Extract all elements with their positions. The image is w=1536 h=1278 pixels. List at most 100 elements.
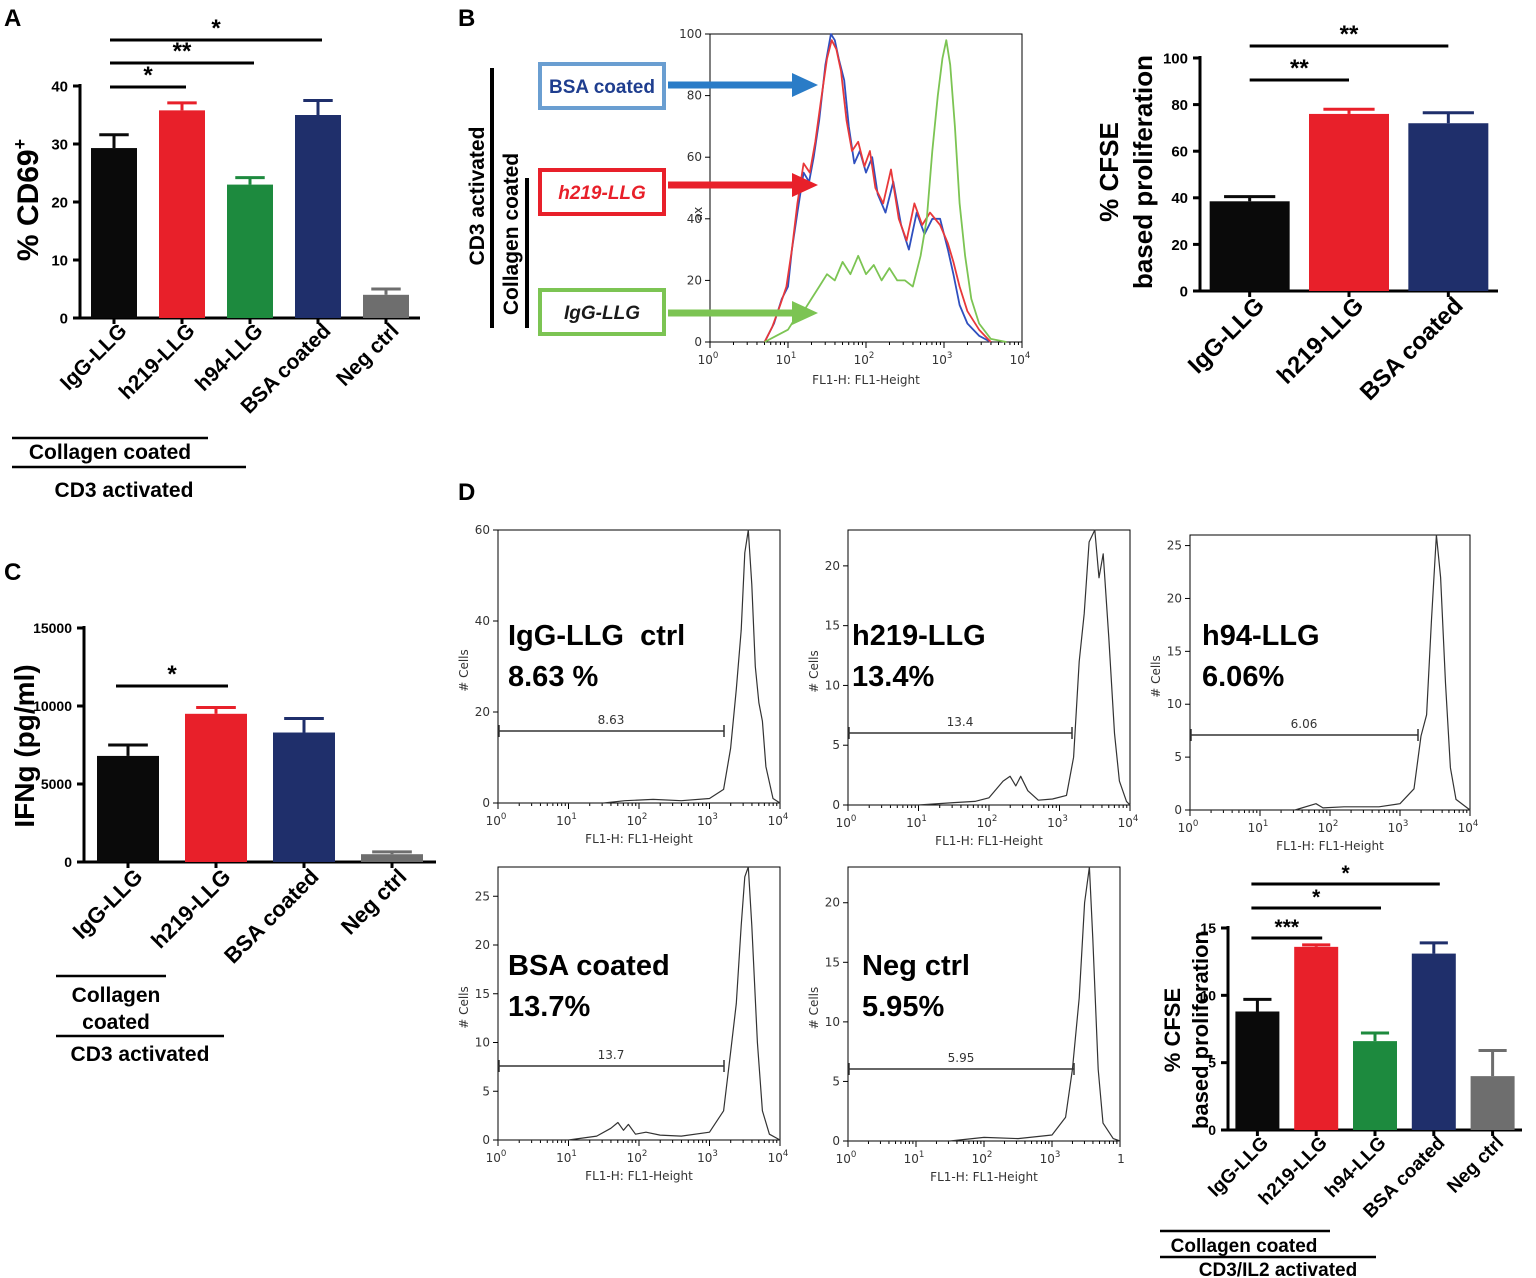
y-tick-label: 30: [51, 136, 68, 153]
x-axis-title: FL1-H: FL1-Height: [812, 373, 920, 387]
y-tick-label: 15: [1167, 644, 1182, 658]
x-tick-base: 10: [932, 353, 947, 367]
y-tick-label: 0: [1180, 283, 1188, 300]
x-tick-base: 10: [768, 1151, 783, 1165]
y-tick-label: 60: [687, 150, 702, 164]
sample-name: h219-LLG: [852, 620, 986, 652]
histogram-line-igg-llg: [764, 39, 1007, 343]
y-tick-label: 20: [825, 896, 840, 910]
x-tick-label: 104: [768, 812, 789, 828]
x-tick-exponent: 3: [712, 812, 718, 822]
x-tick-exponent: 3: [947, 351, 953, 361]
legend-label-h219-llg: h219-LLG: [558, 183, 646, 204]
y-tick-label: 0: [832, 1134, 840, 1148]
significance-star: *: [211, 15, 221, 42]
y-axis-title-main: % CD69: [12, 149, 45, 261]
y-axis-title: # Cells: [457, 986, 471, 1029]
panel-letter-c: C: [4, 559, 21, 586]
x-tick-label: 103: [932, 351, 953, 367]
x-tick-label: 103: [697, 812, 718, 828]
x-tick-base: 10: [776, 353, 791, 367]
x-tick-label: 102: [854, 351, 875, 367]
group-label-collagen: Collagen: [72, 984, 161, 1007]
gate-value: 13.4: [947, 715, 974, 729]
significance-star: *: [167, 661, 177, 688]
y-tick-label: 60: [1171, 144, 1188, 161]
x-tick-exponent: 2: [642, 812, 648, 822]
x-tick-label: 104: [768, 1149, 789, 1165]
y-tick-label: 10: [1200, 987, 1216, 1003]
x-tick-exponent: 2: [992, 814, 998, 824]
gate-value: 5.95: [948, 1051, 975, 1065]
x-tick-exponent: 2: [642, 1149, 648, 1159]
significance-star: **: [1340, 21, 1359, 48]
y-tick-label: 10000: [33, 698, 72, 714]
bar-h219-llg: [185, 713, 247, 862]
x-tick-base: 10: [1248, 821, 1263, 835]
x-tick-base: 10: [698, 353, 713, 367]
histogram-line: [1190, 534, 1471, 811]
x-tick-base: 10: [627, 1151, 642, 1165]
significance-star: ***: [1275, 916, 1300, 939]
y-tick-label: 15: [825, 955, 840, 969]
gate-value: 8.63: [598, 713, 625, 727]
x-tick-exponent: 0: [851, 1150, 857, 1160]
y-tick-label: 20: [825, 559, 840, 573]
bar-igg-llg: [91, 148, 137, 318]
x-axis-title: FL1-H: FL1-Height: [585, 832, 693, 846]
bracket-label-cd3-activated: CD3 activated: [466, 127, 489, 266]
y-axis-title: # Cells: [807, 650, 821, 693]
y-tick-label: 15: [1200, 920, 1216, 936]
y-axis-title: # Cells: [807, 987, 821, 1030]
x-tick-base: 10: [556, 1151, 571, 1165]
y-tick-label: 40: [51, 78, 68, 95]
x-tick-exponent: 1: [571, 812, 577, 822]
x-tick-base: 10: [1118, 816, 1133, 830]
x-tick-exponent: 2: [1333, 819, 1339, 829]
y-tick-label: 0: [482, 796, 490, 810]
y-tick-label: 5: [1174, 750, 1182, 764]
y-tick-label: 10: [51, 252, 68, 269]
y-tick-label: 80: [1171, 97, 1188, 114]
y-tick-label: 20: [687, 273, 702, 287]
y-tick-label: 0: [694, 335, 702, 349]
x-tick-base: 10: [1388, 821, 1403, 835]
x-tick-base: 10: [854, 353, 869, 367]
sample-name: IgG-LLG ctrl: [508, 620, 685, 652]
x-tick-label: 103: [1388, 819, 1409, 835]
x-tick-label: 101: [1248, 819, 1269, 835]
bar-bsa-coated: [295, 115, 341, 318]
x-tick-exponent: 4: [1025, 351, 1031, 361]
x-tick-exponent: 2: [987, 1150, 993, 1160]
y-tick-label: 40: [475, 614, 490, 628]
histogram-line: [848, 866, 1121, 1142]
x-tick-base: 10: [768, 814, 783, 828]
y-axis-title-line1: % CFSE: [1160, 988, 1185, 1072]
x-tick-exponent: 0: [1193, 819, 1199, 829]
y-tick-label: 5: [1208, 1055, 1216, 1071]
x-tick-label: 104: [1458, 819, 1479, 835]
group-label-cd3-activated: CD3 activated: [55, 479, 194, 502]
y-axis-title: # Cells: [1149, 655, 1163, 698]
significance-star: *: [1342, 862, 1351, 885]
panel-letter-b: B: [458, 5, 475, 32]
bracket-label-collagen-coated: Collagen coated: [500, 153, 523, 315]
y-tick-label: 20: [1171, 237, 1188, 254]
y-tick-label: 5: [832, 1074, 840, 1088]
x-tick-exponent: 4: [1133, 814, 1139, 824]
x-tick-base: 10: [904, 1152, 919, 1166]
y-tick-label: 100: [1163, 50, 1188, 67]
x-tick-label: 100: [698, 351, 719, 367]
x-tick-label: Neg ctrl: [1443, 1133, 1508, 1198]
x-tick-label: 103: [1047, 814, 1068, 830]
y-tick-label: 20: [51, 194, 68, 211]
significance-star: *: [1312, 886, 1321, 909]
y-tick-label: 100: [679, 27, 702, 41]
x-tick-base: 10: [1040, 1152, 1055, 1166]
